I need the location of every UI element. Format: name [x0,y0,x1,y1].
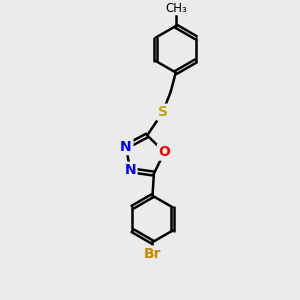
Text: N: N [120,140,132,154]
Text: N: N [124,163,136,177]
Text: CH₃: CH₃ [165,2,187,15]
Text: S: S [158,105,168,119]
Text: O: O [158,145,170,159]
Text: Br: Br [144,247,161,261]
